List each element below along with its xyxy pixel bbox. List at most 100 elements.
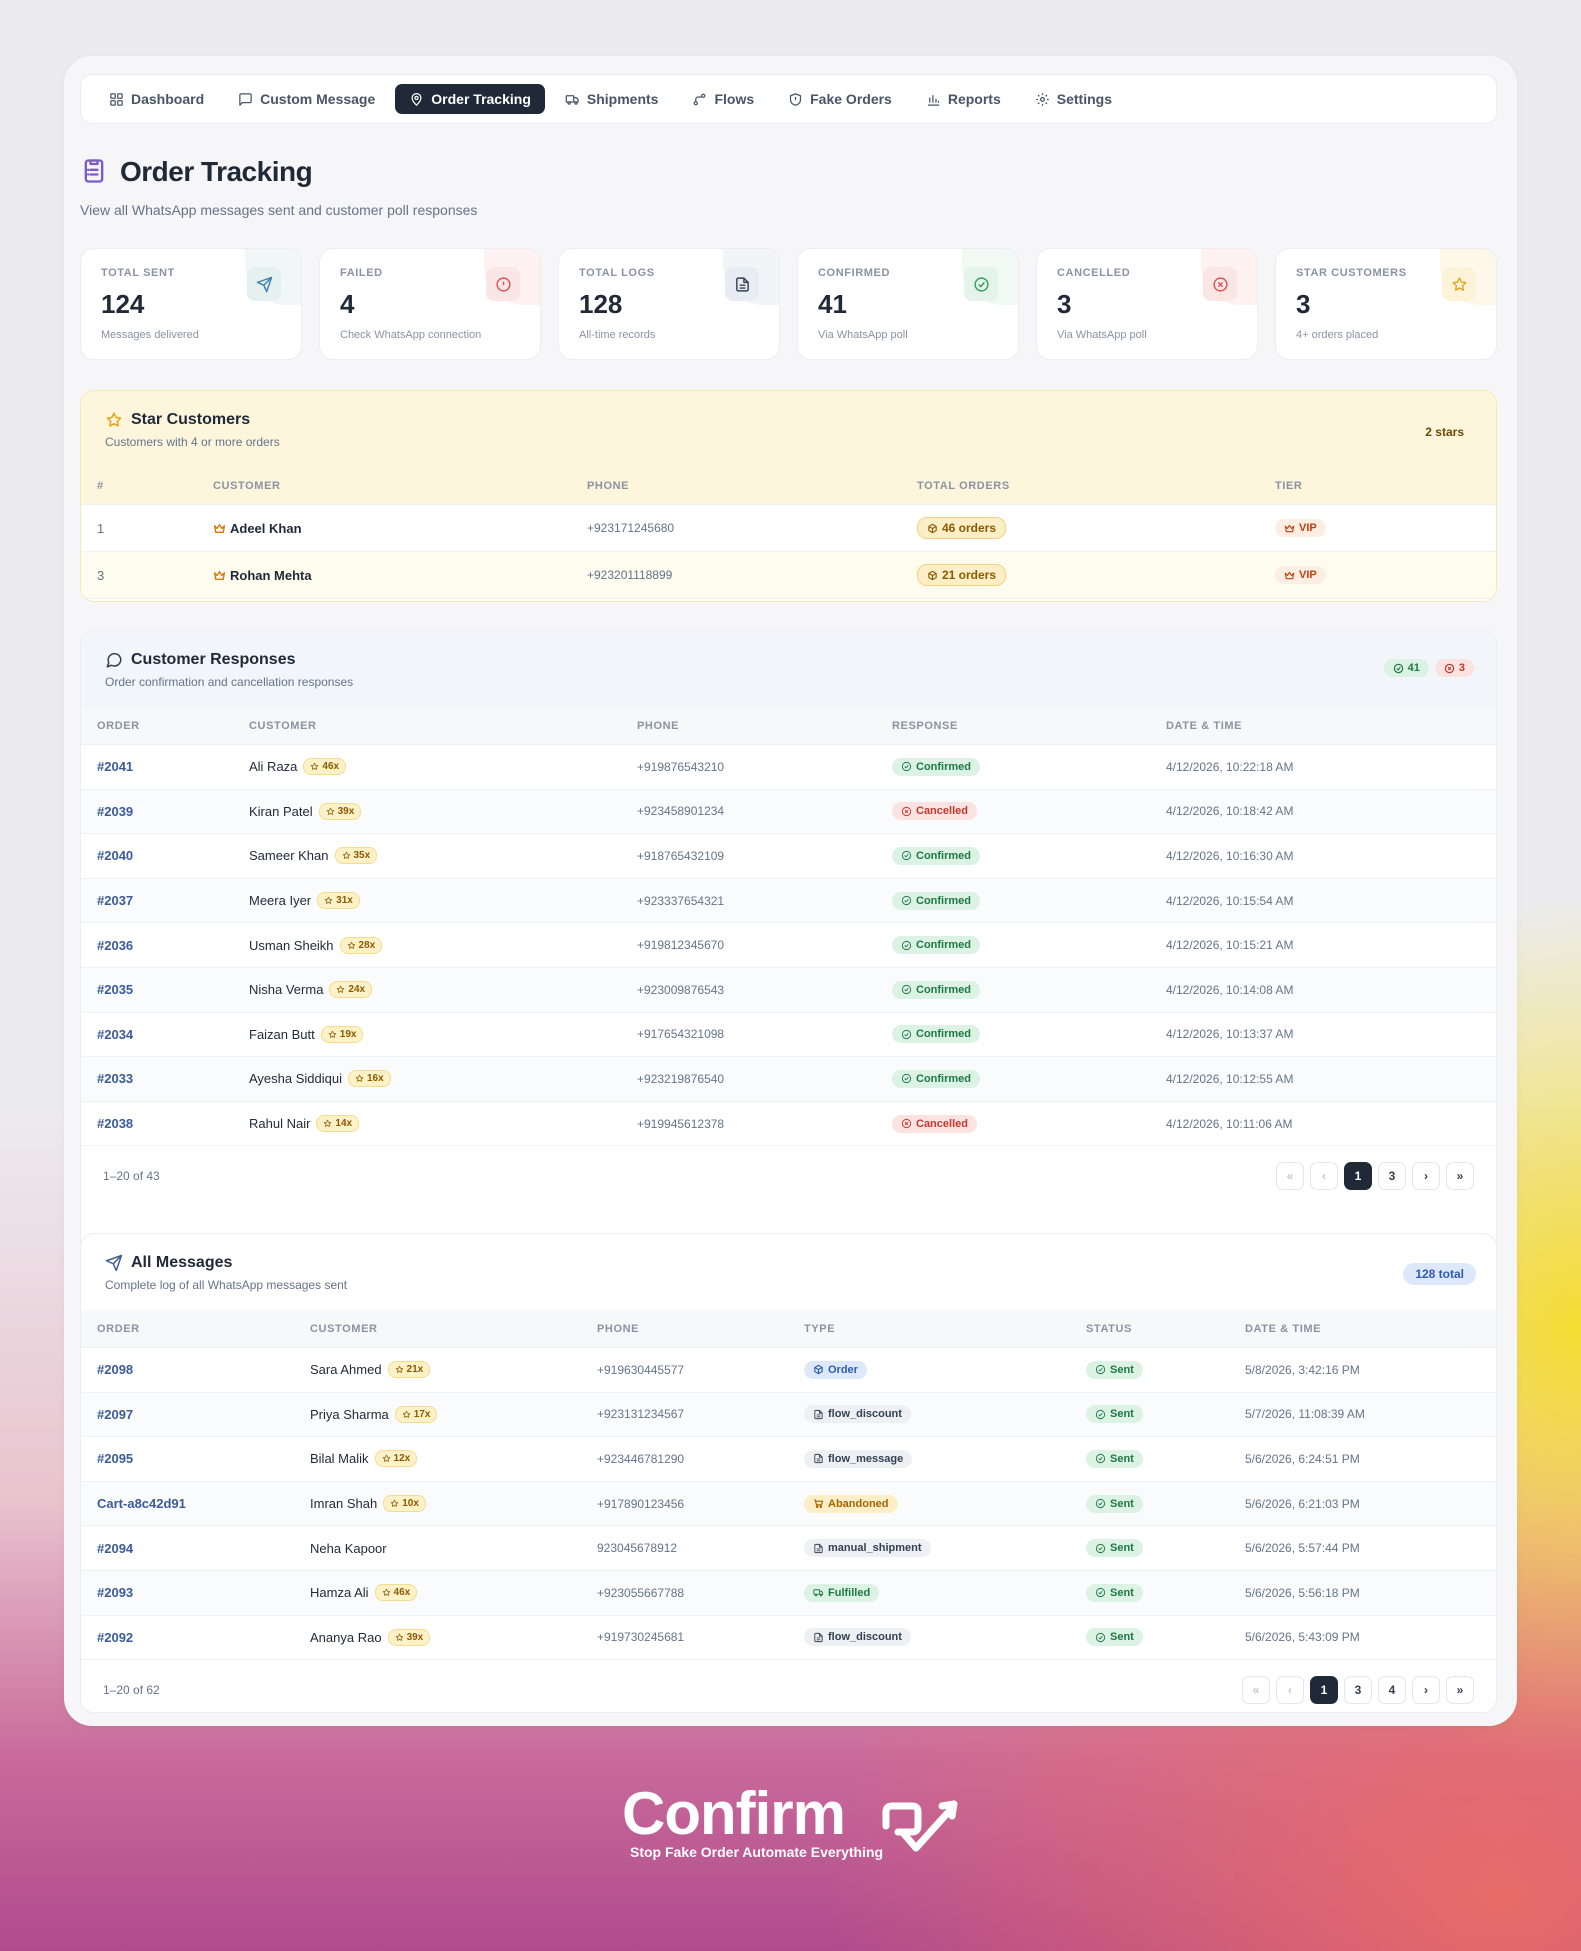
response-row[interactable]: #2033 Ayesha Siddiqui 16x +923219876540 Conf… — [81, 1057, 1496, 1102]
nav-fake-orders[interactable]: Fake Orders — [774, 84, 906, 114]
prev-page-button[interactable]: ‹ — [1310, 1162, 1338, 1191]
stat-value: 124 — [101, 289, 145, 319]
crown-icon — [1284, 570, 1295, 581]
order-link[interactable]: #2039 — [97, 803, 134, 819]
order-link[interactable]: #2041 — [97, 759, 134, 775]
response-label: Cancelled — [916, 1117, 968, 1130]
response-row[interactable]: #2038 Rahul Nair 14x +919945612378 Cancelled… — [81, 1101, 1496, 1147]
file-text-icon — [813, 1543, 824, 1554]
next-page-button[interactable]: › — [1412, 1162, 1440, 1191]
customer-name: Ali Raza — [249, 759, 298, 775]
star-count-badge: 28x — [339, 936, 383, 954]
response-row[interactable]: #2036 Usman Sheikh 28x +919812345670 Confirm… — [81, 923, 1496, 968]
orders-count: 21 orders — [942, 568, 997, 582]
response-row[interactable]: #2040 Sameer Khan 35x +918765432109 Confirme… — [81, 834, 1496, 879]
page-1-button[interactable]: 1 — [1310, 1676, 1338, 1705]
col-customer: CUSTOMER — [310, 1322, 378, 1335]
order-link[interactable]: #2038 — [97, 1116, 134, 1132]
nav-dashboard[interactable]: Dashboard — [95, 84, 218, 114]
star-count-badge: 24x — [329, 981, 373, 999]
prev-page-button[interactable]: ‹ — [1276, 1676, 1304, 1705]
star-count-badge: 46x — [374, 1584, 418, 1602]
next-page-button[interactable]: › — [1412, 1676, 1440, 1705]
star-customer-row[interactable]: 1 Adeel Khan +923171245680 46 orders VIP — [81, 505, 1496, 552]
star-count: 39x — [406, 1631, 424, 1643]
first-page-button[interactable]: « — [1242, 1676, 1270, 1705]
message-row[interactable]: #2098 Sara Ahmed 21x +919630445577 Order Sent… — [81, 1348, 1496, 1393]
star-customer-row[interactable]: 3 Rohan Mehta +923201118899 21 orders VIP — [81, 552, 1496, 599]
nav-custom-message[interactable]: Custom Message — [224, 84, 389, 114]
message-square-icon — [238, 92, 253, 107]
message-row[interactable]: Cart-a8c42d91 Imran Shah 10x +917890123456 A… — [81, 1481, 1496, 1527]
star-icon — [342, 851, 351, 860]
page-3-button[interactable]: 3 — [1344, 1676, 1372, 1705]
page-4-button[interactable]: 4 — [1378, 1676, 1406, 1705]
brand-wordmark: Confirm — [622, 1780, 846, 1847]
message-row[interactable]: #2095 Bilal Malik 12x +923446781290 flow_mes… — [81, 1437, 1496, 1482]
message-row[interactable]: #2093 Hamza Ali 46x +923055667788 Fulfilled S… — [81, 1570, 1496, 1616]
customer-name: Sara Ahmed — [310, 1362, 382, 1378]
response-row[interactable]: #2034 Faizan Butt 19x +917654321098 Confirme… — [81, 1012, 1496, 1058]
page-1-button[interactable]: 1 — [1344, 1162, 1372, 1191]
order-link[interactable]: #2036 — [97, 937, 134, 953]
check-circle-icon — [1095, 1632, 1106, 1643]
star-customers-title: Star Customers — [131, 411, 251, 428]
last-page-button[interactable]: » — [1446, 1676, 1474, 1705]
type-badge: manual_shipment — [804, 1539, 931, 1558]
send-icon — [105, 1254, 123, 1272]
response-row[interactable]: #2041 Ali Raza 46x +919876543210 Confirmed 4/… — [81, 745, 1496, 790]
type-badge: Abandoned — [804, 1494, 898, 1513]
order-link[interactable]: #2094 — [97, 1540, 134, 1556]
message-row[interactable]: #2092 Ananya Rao 39x +919730245681 flow_disc… — [81, 1615, 1496, 1661]
nav-order-tracking[interactable]: Order Tracking — [395, 84, 545, 114]
order-link[interactable]: Cart-a8c42d91 — [97, 1496, 186, 1512]
tier-label: VIP — [1299, 569, 1317, 581]
customer-name: Rohan Mehta — [230, 567, 312, 583]
message-row[interactable]: #2097 Priya Sharma 17x +923131234567 flow_di… — [81, 1392, 1496, 1438]
date-time: 5/6/2026, 5:57:44 PM — [1245, 1541, 1360, 1556]
response-badge: Confirmed — [892, 1069, 980, 1088]
check-circle-icon — [1095, 1364, 1106, 1375]
responses-table-header: ORDER CUSTOMER PHONE RESPONSE DATE & TIM… — [81, 707, 1496, 745]
stat-card-star-customers: STAR CUSTOMERS 3 4+ orders placed — [1275, 248, 1497, 360]
response-row[interactable]: #2039 Kiran Patel 39x +923458901234 Cancelle… — [81, 789, 1496, 835]
order-link[interactable]: #2098 — [97, 1362, 134, 1378]
order-link[interactable]: #2035 — [97, 982, 134, 998]
response-row[interactable]: #2037 Meera Iyer 31x +923337654321 Confirmed… — [81, 878, 1496, 924]
type-badge: Order — [804, 1360, 867, 1379]
page-3-button[interactable]: 3 — [1378, 1162, 1406, 1191]
stat-value: 3 — [1057, 289, 1072, 319]
nav-label: Fake Orders — [810, 91, 892, 107]
check-circle-icon — [901, 850, 912, 861]
check-circle-icon — [973, 276, 990, 293]
order-link[interactable]: #2092 — [97, 1629, 134, 1645]
col-phone: PHONE — [597, 1322, 640, 1335]
order-link[interactable]: #2034 — [97, 1026, 134, 1042]
nav-reports[interactable]: Reports — [912, 84, 1015, 114]
nav-label: Order Tracking — [431, 91, 531, 107]
order-link[interactable]: #2040 — [97, 848, 134, 864]
order-link[interactable]: #2037 — [97, 893, 134, 909]
order-link[interactable]: #2093 — [97, 1585, 134, 1601]
first-page-button[interactable]: « — [1276, 1162, 1304, 1191]
star-count: 28x — [358, 939, 376, 951]
message-row[interactable]: #2094 Neha Kapoor 923045678912 manual_shipm… — [81, 1526, 1496, 1571]
nav-settings[interactable]: Settings — [1021, 84, 1126, 114]
phone: +917654321098 — [637, 1027, 725, 1042]
responses-header: Customer Responses Order confirmation an… — [81, 631, 1496, 707]
nav-label: Settings — [1056, 91, 1112, 107]
nav-flows[interactable]: Flows — [678, 84, 768, 114]
file-text-icon — [734, 276, 751, 293]
response-row[interactable]: #2035 Nisha Verma 24x +923009876543 Confirme… — [81, 967, 1496, 1013]
page-header: Order Tracking — [80, 156, 313, 188]
last-page-button[interactable]: » — [1446, 1162, 1474, 1191]
star-count: 12x — [393, 1453, 411, 1465]
type-label: Abandoned — [828, 1497, 889, 1510]
nav-shipments[interactable]: Shipments — [551, 84, 673, 114]
order-link[interactable]: #2097 — [97, 1406, 134, 1422]
order-link[interactable]: #2095 — [97, 1451, 134, 1467]
order-link[interactable]: #2033 — [97, 1071, 134, 1087]
star-count-badge: 17x — [394, 1405, 438, 1423]
response-badge: Confirmed — [892, 1025, 980, 1044]
responses-pagination: 1–20 of 43 «‹ 1 3 ›» — [81, 1146, 1496, 1206]
